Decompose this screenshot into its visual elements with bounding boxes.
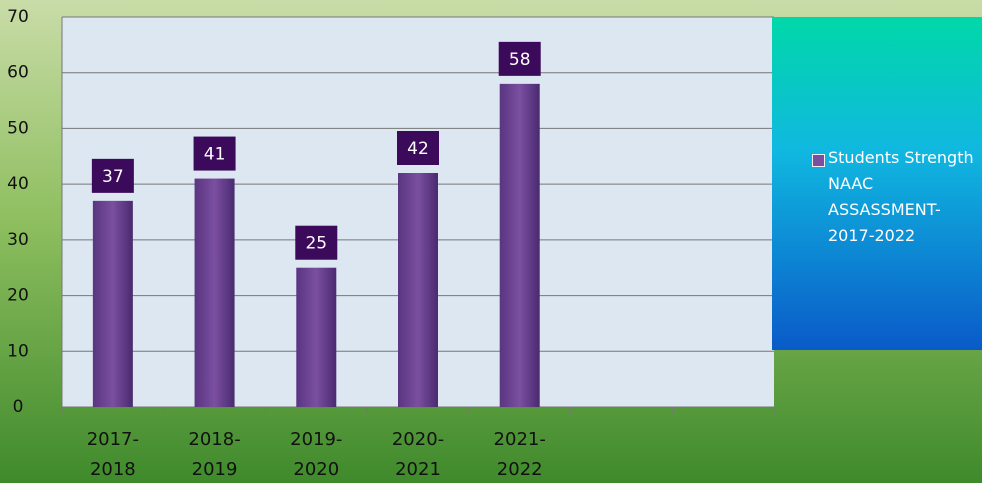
value-label: 58 bbox=[509, 50, 531, 70]
value-label-box bbox=[397, 131, 439, 165]
y-tick-label: 60 bbox=[7, 63, 29, 83]
bar bbox=[194, 178, 235, 407]
value-label: 25 bbox=[305, 234, 327, 254]
legend-swatch bbox=[812, 154, 825, 167]
legend-label: Students Strength NAAC ASSASSMENT-2017-2… bbox=[828, 148, 974, 245]
value-label-box bbox=[498, 41, 541, 76]
bar bbox=[499, 83, 540, 407]
value-label: 37 bbox=[102, 167, 124, 187]
y-tick-label: 10 bbox=[7, 341, 29, 361]
value-label-box bbox=[193, 136, 236, 171]
x-tick-label: 2019-2020 bbox=[290, 429, 343, 480]
y-tick-label: 70 bbox=[7, 7, 29, 27]
y-tick-label: 40 bbox=[7, 174, 29, 194]
y-tick-label: 30 bbox=[7, 230, 29, 250]
bar bbox=[398, 173, 438, 407]
bar bbox=[92, 200, 133, 407]
bar bbox=[296, 267, 337, 407]
x-tick-label: 2021-2022 bbox=[493, 429, 546, 480]
value-label: 41 bbox=[204, 145, 226, 165]
legend: Students Strength NAAC ASSASSMENT-2017-2… bbox=[772, 17, 982, 350]
x-tick-label: 2020-2021 bbox=[391, 429, 445, 480]
y-tick-label: 0 bbox=[13, 397, 24, 417]
value-label: 42 bbox=[407, 139, 429, 159]
y-tick-label: 50 bbox=[7, 118, 29, 138]
y-tick-label: 20 bbox=[7, 286, 29, 306]
x-tick-label: 2018-2019 bbox=[188, 429, 241, 480]
x-tick-label: 2017-2018 bbox=[86, 429, 139, 480]
value-label-box bbox=[295, 225, 338, 260]
value-label-box bbox=[91, 158, 134, 193]
